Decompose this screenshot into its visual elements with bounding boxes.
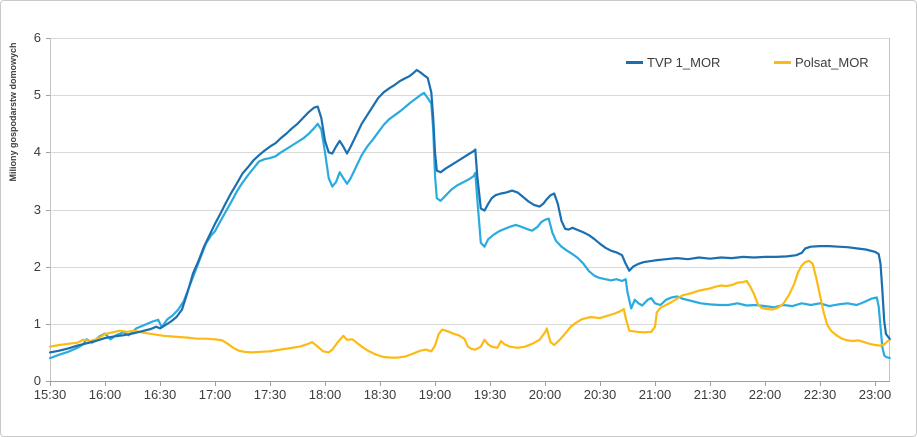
- x-tickmark: [215, 382, 216, 386]
- x-tick-label: 18:30: [363, 387, 397, 402]
- y-tickmark: [46, 324, 50, 325]
- x-tick-label: 21:30: [693, 387, 727, 402]
- x-tickmark: [820, 382, 821, 386]
- x-tickmark: [490, 382, 491, 386]
- gridline-5: [50, 95, 889, 96]
- x-tick-label: 15:30: [33, 387, 67, 402]
- x-tick-label: 20:00: [528, 387, 562, 402]
- gridline-1: [50, 324, 889, 325]
- y-axis-line: [50, 38, 51, 381]
- x-tickmark: [710, 382, 711, 386]
- gridline-3: [50, 210, 889, 211]
- y-axis-title: Miliony gospodarstw domowych: [8, 42, 18, 182]
- x-tickmark: [380, 382, 381, 386]
- x-tickmark: [50, 382, 51, 386]
- y-tick-label: 2: [33, 259, 41, 274]
- x-tickmark: [545, 382, 546, 386]
- series-line-TVP 1_MOR: [48, 68, 891, 354]
- x-tickmark: [600, 382, 601, 386]
- x-tick-label: 20:30: [583, 387, 617, 402]
- legend-swatch-polsat: [774, 61, 791, 64]
- y-tick-label: 3: [33, 202, 41, 217]
- x-axis-line: [46, 381, 890, 382]
- x-tick-label: 16:00: [88, 387, 122, 402]
- legend-item-polsat: Polsat_MOR: [774, 55, 869, 70]
- y-tick-label: 5: [33, 87, 41, 102]
- y-tick-label: 4: [33, 144, 41, 159]
- x-tick-label: 17:30: [253, 387, 287, 402]
- legend-label-polsat: Polsat_MOR: [795, 55, 869, 70]
- y-tickmark: [46, 267, 50, 268]
- x-tick-label: 22:00: [748, 387, 782, 402]
- gridline-4: [50, 152, 889, 153]
- series-line-unlabeled: [48, 91, 891, 360]
- x-tick-label: 23:00: [858, 387, 892, 402]
- y-tickmark: [46, 95, 50, 96]
- legend-label-tvp1: TVP 1_MOR: [647, 55, 721, 70]
- x-tick-label: 21:00: [638, 387, 672, 402]
- y-tick-label: 1: [33, 316, 41, 331]
- y-tickmark: [46, 38, 50, 39]
- x-tickmark: [765, 382, 766, 386]
- x-tickmark: [270, 382, 271, 386]
- x-tick-label: 19:30: [473, 387, 507, 402]
- x-tick-label: 16:30: [143, 387, 177, 402]
- legend-item-tvp1: TVP 1_MOR: [626, 55, 720, 70]
- x-tickmark: [325, 382, 326, 386]
- x-tick-label: 19:00: [418, 387, 452, 402]
- x-tick-label: 17:00: [198, 387, 232, 402]
- gridline-2: [50, 267, 889, 268]
- plot-right-border: [889, 38, 890, 381]
- x-tickmark: [655, 382, 656, 386]
- y-tick-label: 0: [33, 373, 41, 388]
- legend-swatch-tvp1: [626, 61, 643, 64]
- x-tickmark: [435, 382, 436, 386]
- gridline-6: [50, 38, 889, 39]
- x-tick-label: 18:00: [308, 387, 342, 402]
- y-tickmark: [46, 210, 50, 211]
- y-tickmark: [46, 152, 50, 153]
- y-tick-label: 6: [33, 30, 41, 45]
- series-line-Polsat_MOR: [48, 259, 891, 359]
- x-tick-label: 22:30: [803, 387, 837, 402]
- x-tickmark: [875, 382, 876, 386]
- x-tickmark: [160, 382, 161, 386]
- x-tickmark: [105, 382, 106, 386]
